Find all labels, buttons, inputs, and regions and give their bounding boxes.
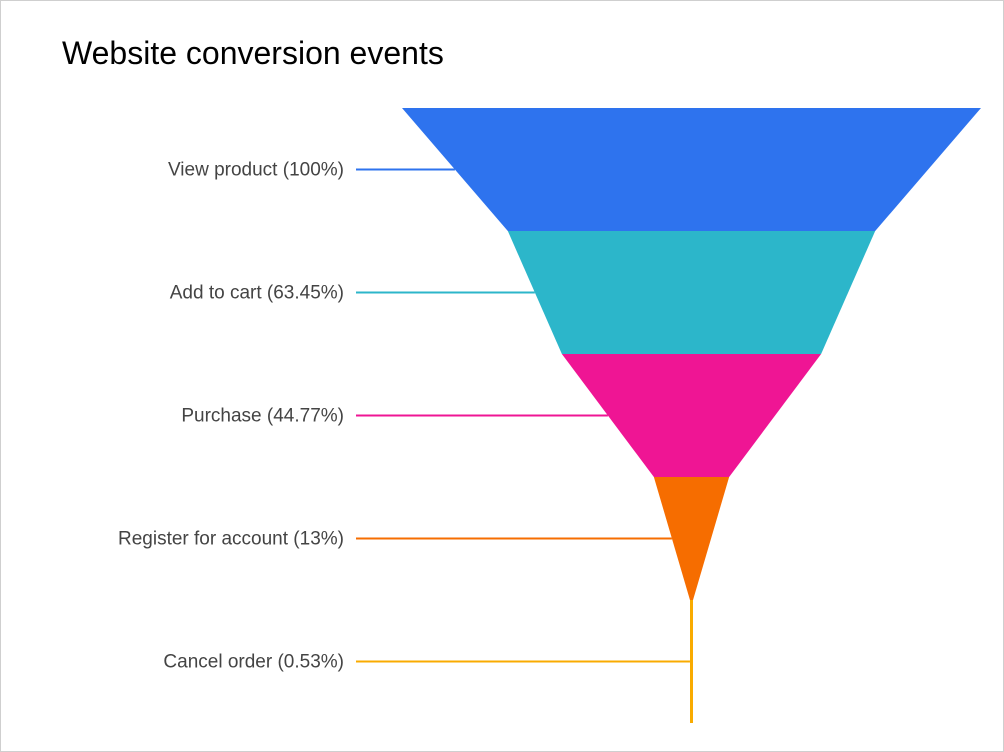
funnel-segment-view-product[interactable]: [402, 108, 981, 231]
funnel-segment-add-to-cart[interactable]: [507, 231, 876, 354]
label-view-product: View product (100%): [168, 160, 344, 181]
chart-title: Website conversion events: [62, 35, 444, 71]
label-purchase: Purchase (44.77%): [181, 406, 344, 427]
funnel-segment-cancel-order[interactable]: [690, 600, 693, 723]
funnel-segment-purchase[interactable]: [561, 354, 822, 477]
funnel-segment-register-for-account[interactable]: [653, 477, 730, 600]
label-cancel-order: Cancel order (0.53%): [163, 652, 344, 673]
label-add-to-cart: Add to cart (63.45%): [170, 283, 344, 304]
label-register-for-account: Register for account (13%): [118, 529, 344, 550]
